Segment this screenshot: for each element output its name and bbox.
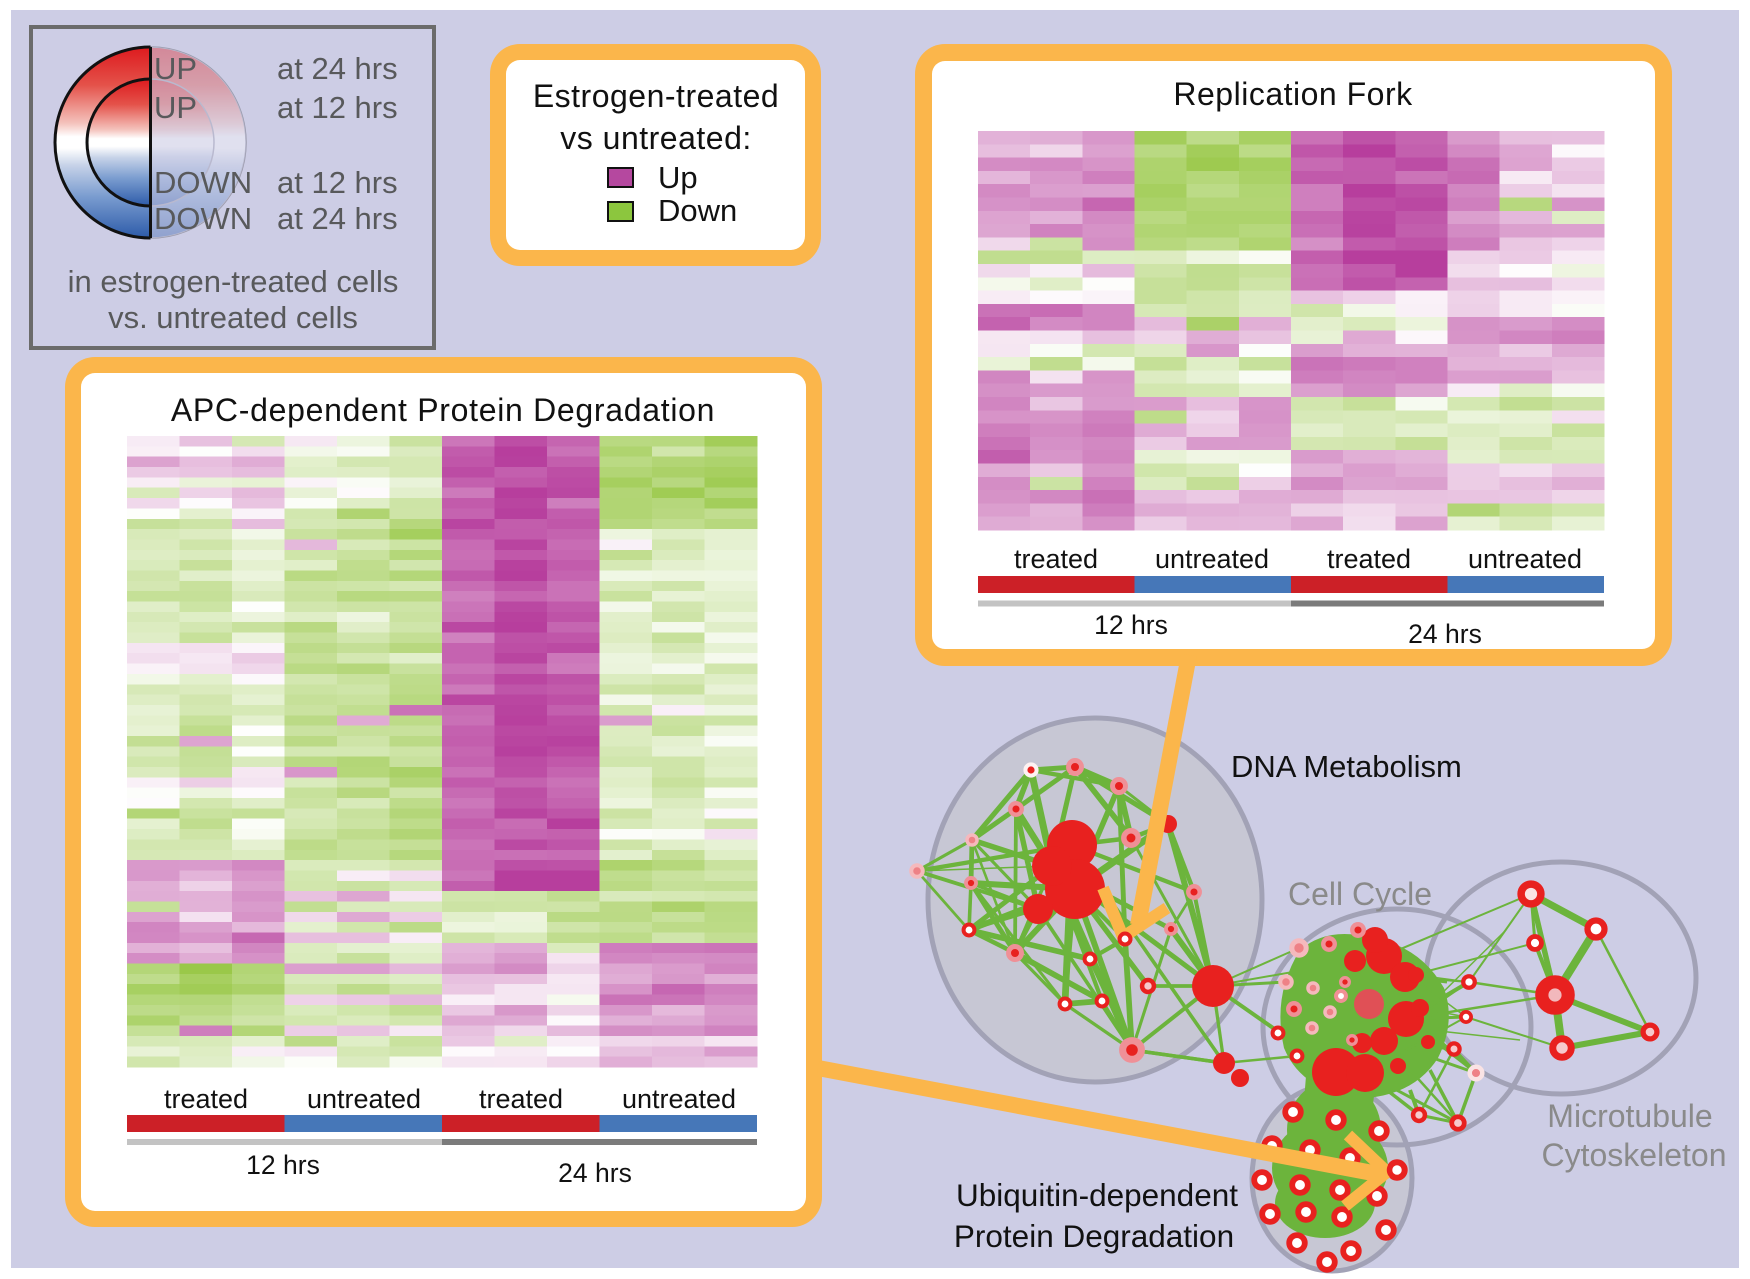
svg-text:untreated: untreated xyxy=(307,1084,421,1114)
svg-text:Protein Degradation: Protein Degradation xyxy=(954,1218,1234,1254)
svg-text:at 12 hrs: at 12 hrs xyxy=(277,90,398,125)
svg-text:UP: UP xyxy=(154,51,197,86)
svg-text:Replication Fork: Replication Fork xyxy=(1173,76,1413,112)
svg-text:Down: Down xyxy=(658,193,737,228)
svg-text:Microtubule: Microtubule xyxy=(1547,1098,1712,1134)
svg-text:24 hrs: 24 hrs xyxy=(1408,619,1482,649)
svg-text:UP: UP xyxy=(154,90,197,125)
svg-text:treated: treated xyxy=(164,1084,248,1114)
svg-text:12 hrs: 12 hrs xyxy=(1094,610,1168,640)
svg-text:DOWN: DOWN xyxy=(154,165,252,200)
svg-text:vs. untreated cells: vs. untreated cells xyxy=(108,300,358,335)
svg-text:Ubiquitin-dependent: Ubiquitin-dependent xyxy=(956,1177,1238,1213)
svg-text:APC-dependent Protein Degradat: APC-dependent Protein Degradation xyxy=(171,392,715,428)
svg-text:vs untreated:: vs untreated: xyxy=(560,120,752,156)
svg-text:at 24 hrs: at 24 hrs xyxy=(277,201,398,236)
svg-text:DNA Metabolism: DNA Metabolism xyxy=(1231,749,1462,784)
svg-text:at 24 hrs: at 24 hrs xyxy=(277,51,398,86)
svg-text:12 hrs: 12 hrs xyxy=(246,1150,320,1180)
svg-text:Cell Cycle: Cell Cycle xyxy=(1288,876,1432,912)
svg-text:Cytoskeleton: Cytoskeleton xyxy=(1542,1137,1727,1173)
svg-text:24 hrs: 24 hrs xyxy=(558,1158,632,1188)
svg-text:at 12 hrs: at 12 hrs xyxy=(277,165,398,200)
svg-text:untreated: untreated xyxy=(622,1084,736,1114)
svg-text:untreated: untreated xyxy=(1468,544,1582,574)
svg-text:in estrogen-treated cells: in estrogen-treated cells xyxy=(68,264,399,299)
svg-text:untreated: untreated xyxy=(1155,544,1269,574)
svg-text:treated: treated xyxy=(479,1084,563,1114)
svg-text:treated: treated xyxy=(1327,544,1411,574)
svg-text:Estrogen-treated: Estrogen-treated xyxy=(533,78,779,114)
svg-text:Up: Up xyxy=(658,160,698,195)
svg-text:DOWN: DOWN xyxy=(154,201,252,236)
svg-text:treated: treated xyxy=(1014,544,1098,574)
